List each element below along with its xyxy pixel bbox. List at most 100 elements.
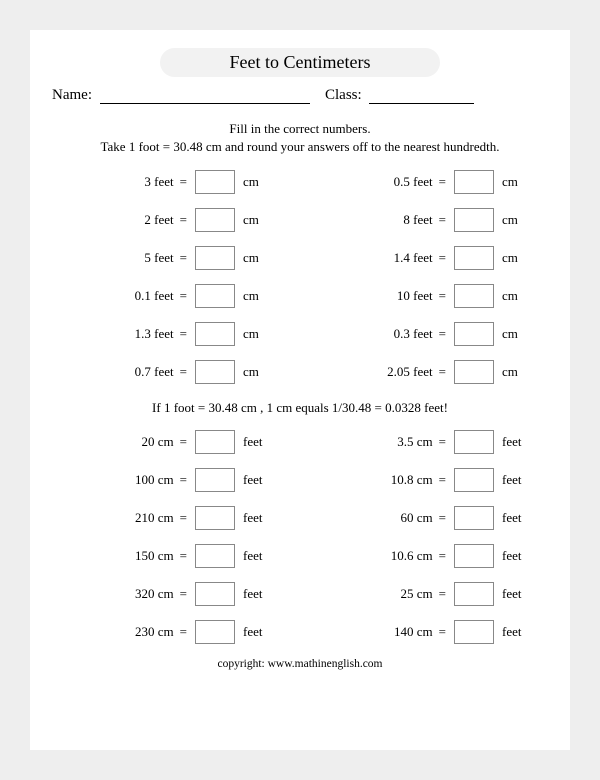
- problem-cell: 230 cm=feet: [56, 620, 285, 644]
- name-label: Name:: [52, 87, 92, 103]
- answer-box[interactable]: [195, 430, 235, 454]
- problem-cell: 0.3 feet=cm: [315, 322, 544, 346]
- answer-box[interactable]: [195, 322, 235, 346]
- equals-sign: =: [180, 472, 187, 488]
- answer-box[interactable]: [454, 430, 494, 454]
- problem-cell: 60 cm=feet: [315, 506, 544, 530]
- answer-unit: cm: [243, 364, 271, 380]
- equals-sign: =: [180, 174, 187, 190]
- problem-cell: 10 feet=cm: [315, 284, 544, 308]
- equals-sign: =: [180, 212, 187, 228]
- problem-value: 60 cm: [379, 510, 433, 526]
- answer-box[interactable]: [454, 322, 494, 346]
- answer-box[interactable]: [195, 360, 235, 384]
- answer-box[interactable]: [454, 620, 494, 644]
- answer-box[interactable]: [195, 582, 235, 606]
- equals-sign: =: [180, 624, 187, 640]
- answer-box[interactable]: [195, 284, 235, 308]
- problem-value: 10.6 cm: [379, 548, 433, 564]
- answer-unit: feet: [502, 434, 530, 450]
- problem-value: 5 feet: [120, 250, 174, 266]
- worksheet-page: Feet to Centimeters Name: Class: Fill in…: [30, 30, 570, 750]
- answer-box[interactable]: [195, 246, 235, 270]
- equals-sign: =: [180, 548, 187, 564]
- problem-cell: 1.4 feet=cm: [315, 246, 544, 270]
- problem-value: 1.4 feet: [379, 250, 433, 266]
- footer-copyright: copyright: www.mathinenglish.com: [52, 658, 548, 670]
- problem-value: 10 feet: [379, 288, 433, 304]
- problem-value: 2 feet: [120, 212, 174, 228]
- equals-sign: =: [180, 288, 187, 304]
- equals-sign: =: [180, 250, 187, 266]
- answer-unit: cm: [502, 326, 530, 342]
- answer-box[interactable]: [454, 468, 494, 492]
- problem-value: 20 cm: [120, 434, 174, 450]
- equals-sign: =: [439, 288, 446, 304]
- answer-box[interactable]: [195, 170, 235, 194]
- problem-cell: 8 feet = cm: [315, 208, 544, 232]
- section1-grid: 3 feet=cm0.5 feet=cm2 feet=cm8 feet=cm5 …: [52, 170, 548, 384]
- answer-box[interactable]: [454, 208, 494, 232]
- name-blank[interactable]: [100, 89, 310, 104]
- answer-box[interactable]: [454, 506, 494, 530]
- answer-box[interactable]: [454, 284, 494, 308]
- problem-cell: 150 cm = feet: [56, 544, 285, 568]
- answer-unit: cm: [243, 326, 271, 342]
- problem-cell: 5 feet = cm: [56, 246, 285, 270]
- answer-unit: feet: [243, 472, 271, 488]
- answer-unit: feet: [243, 434, 271, 450]
- answer-box[interactable]: [195, 468, 235, 492]
- problem-value: 0.1 feet: [120, 288, 174, 304]
- equals-sign: =: [439, 472, 446, 488]
- problem-cell: 320 cm=feet: [56, 582, 285, 606]
- answer-unit: cm: [243, 212, 271, 228]
- problem-cell: 0.1 feet=cm: [56, 284, 285, 308]
- problem-cell: 10.6 cm=feet: [315, 544, 544, 568]
- answer-box[interactable]: [195, 208, 235, 232]
- instructions: Fill in the correct numbers. Take 1 foot…: [52, 120, 548, 156]
- name-class-line: Name: Class:: [52, 87, 548, 104]
- answer-unit: cm: [243, 174, 271, 190]
- problem-value: 10.8 cm: [379, 472, 433, 488]
- equals-sign: =: [180, 434, 187, 450]
- problem-value: 0.7 feet: [120, 364, 174, 380]
- equals-sign: =: [439, 586, 446, 602]
- problem-value: 1.3 feet: [120, 326, 174, 342]
- equals-sign: =: [439, 250, 446, 266]
- problem-value: 25 cm: [379, 586, 433, 602]
- answer-unit: feet: [502, 510, 530, 526]
- problem-value: 210 cm: [120, 510, 174, 526]
- answer-box[interactable]: [454, 170, 494, 194]
- answer-unit: cm: [502, 212, 530, 228]
- equals-sign: =: [439, 212, 446, 228]
- answer-box[interactable]: [454, 246, 494, 270]
- problem-cell: 100 cm = feet: [56, 468, 285, 492]
- problem-cell: 210 cm=feet: [56, 506, 285, 530]
- problem-value: 150 cm: [120, 548, 174, 564]
- equals-sign: =: [180, 326, 187, 342]
- answer-unit: cm: [243, 250, 271, 266]
- answer-unit: feet: [243, 548, 271, 564]
- answer-box[interactable]: [195, 506, 235, 530]
- problem-value: 0.5 feet: [379, 174, 433, 190]
- class-blank[interactable]: [369, 89, 474, 104]
- problem-cell: 0.7 feet=cm: [56, 360, 285, 384]
- answer-box[interactable]: [195, 544, 235, 568]
- answer-box[interactable]: [454, 360, 494, 384]
- equals-sign: =: [439, 364, 446, 380]
- answer-unit: feet: [243, 586, 271, 602]
- answer-box[interactable]: [454, 544, 494, 568]
- problem-value: 8 feet: [379, 212, 433, 228]
- equals-sign: =: [439, 174, 446, 190]
- problem-cell: 0.5 feet=cm: [315, 170, 544, 194]
- answer-box[interactable]: [195, 620, 235, 644]
- problem-value: 140 cm: [379, 624, 433, 640]
- equals-sign: =: [439, 548, 446, 564]
- instructions-line1: Fill in the correct numbers.: [229, 121, 370, 136]
- answer-box[interactable]: [454, 582, 494, 606]
- problem-value: 230 cm: [120, 624, 174, 640]
- equals-sign: =: [180, 510, 187, 526]
- problem-value: 320 cm: [120, 586, 174, 602]
- instructions-line2: Take 1 foot = 30.48 cm and round your an…: [101, 139, 500, 154]
- problem-value: 100 cm: [120, 472, 174, 488]
